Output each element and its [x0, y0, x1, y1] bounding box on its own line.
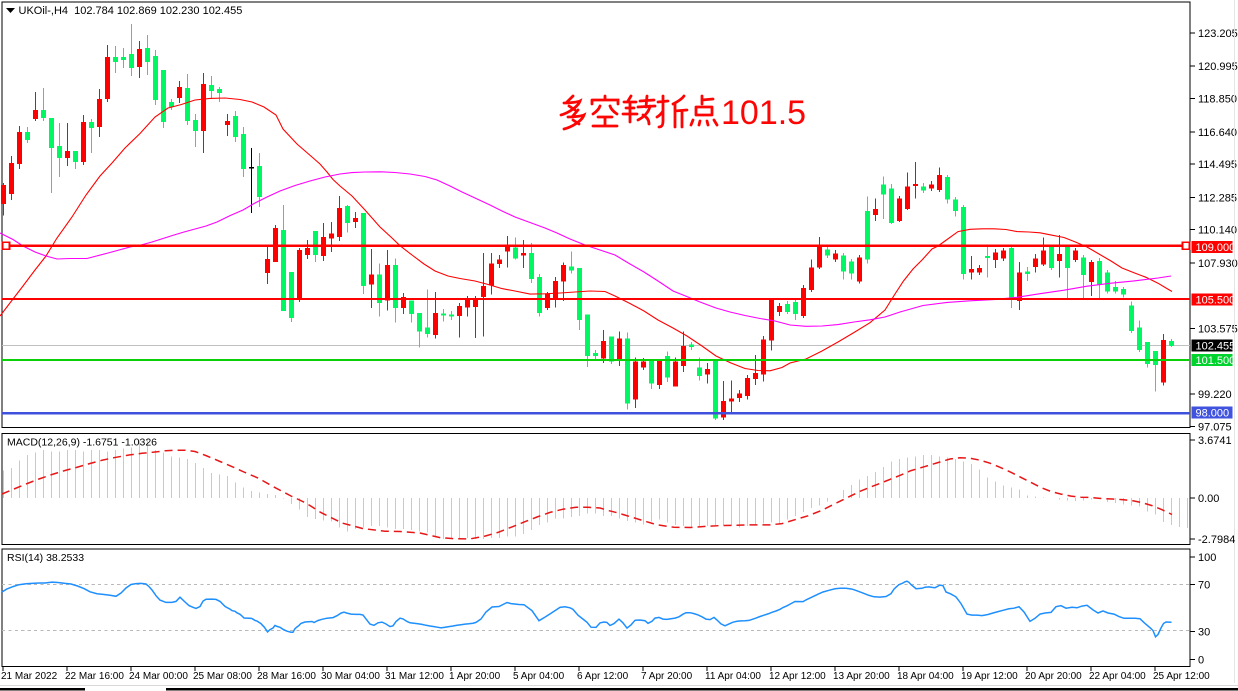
- svg-text:RSI(14) 38.2533: RSI(14) 38.2533: [7, 552, 84, 564]
- svg-text:31 Mar 12:00: 31 Mar 12:00: [385, 671, 444, 682]
- svg-text:109.000: 109.000: [1196, 242, 1236, 254]
- svg-text:120.995: 120.995: [1198, 61, 1238, 73]
- svg-text:7 Apr 20:00: 7 Apr 20:00: [641, 671, 693, 682]
- svg-text:123.205: 123.205: [1198, 28, 1238, 40]
- svg-text:12 Apr 12:00: 12 Apr 12:00: [769, 671, 826, 682]
- svg-text:24 Mar 00:00: 24 Mar 00:00: [129, 671, 188, 682]
- svg-text:30 Mar 04:00: 30 Mar 04:00: [321, 671, 380, 682]
- svg-text:118.850: 118.850: [1198, 94, 1237, 106]
- svg-text:25 Mar 08:00: 25 Mar 08:00: [193, 671, 252, 682]
- svg-text:UKOil-,H4 102.784 102.869 102: UKOil-,H4 102.784 102.869 102.230 102.45…: [19, 5, 243, 17]
- svg-text:28 Mar 16:00: 28 Mar 16:00: [257, 671, 316, 682]
- svg-text:107.930: 107.930: [1198, 258, 1238, 270]
- svg-text:22 Apr 04:00: 22 Apr 04:00: [1089, 671, 1146, 682]
- svg-text:114.495: 114.495: [1198, 159, 1237, 171]
- svg-text:102.455: 102.455: [1196, 341, 1236, 353]
- svg-text:1 Apr 20:00: 1 Apr 20:00: [449, 671, 501, 682]
- svg-text:11 Apr 04:00: 11 Apr 04:00: [705, 671, 761, 682]
- svg-text:101.5: 101.5: [721, 94, 806, 132]
- svg-text:19 Apr 12:00: 19 Apr 12:00: [961, 671, 1018, 682]
- svg-text:99.220: 99.220: [1198, 389, 1232, 401]
- svg-text:101.500: 101.500: [1196, 355, 1236, 367]
- svg-text:21 Mar 2022: 21 Mar 2022: [1, 671, 58, 682]
- svg-text:112.285: 112.285: [1198, 192, 1237, 204]
- svg-text:5 Apr 04:00: 5 Apr 04:00: [513, 671, 565, 682]
- svg-text:98.000: 98.000: [1196, 408, 1230, 420]
- svg-text:105.500: 105.500: [1196, 295, 1236, 307]
- svg-text:6 Apr 12:00: 6 Apr 12:00: [577, 671, 629, 682]
- svg-text:MACD(12,26,9) -1.6751 -1.0326: MACD(12,26,9) -1.6751 -1.0326: [7, 437, 157, 449]
- svg-text:110.140: 110.140: [1198, 225, 1237, 237]
- svg-text:30: 30: [1198, 627, 1210, 639]
- svg-text:97.075: 97.075: [1198, 421, 1232, 433]
- svg-text:116.640: 116.640: [1198, 127, 1237, 139]
- svg-text:18 Apr 04:00: 18 Apr 04:00: [897, 671, 954, 682]
- svg-text:100: 100: [1198, 552, 1216, 564]
- svg-text:0: 0: [1198, 655, 1204, 667]
- svg-text:25 Apr 12:00: 25 Apr 12:00: [1153, 671, 1210, 682]
- svg-text:70: 70: [1198, 580, 1210, 592]
- svg-text:-2.7984: -2.7984: [1198, 534, 1235, 546]
- svg-text:0.00: 0.00: [1198, 493, 1219, 505]
- svg-text:20 Apr 20:00: 20 Apr 20:00: [1025, 671, 1082, 682]
- svg-text:22 Mar 16:00: 22 Mar 16:00: [65, 671, 124, 682]
- svg-text:13 Apr 20:00: 13 Apr 20:00: [833, 671, 890, 682]
- svg-text:103.575: 103.575: [1198, 324, 1238, 336]
- svg-text:3.6741: 3.6741: [1198, 435, 1232, 447]
